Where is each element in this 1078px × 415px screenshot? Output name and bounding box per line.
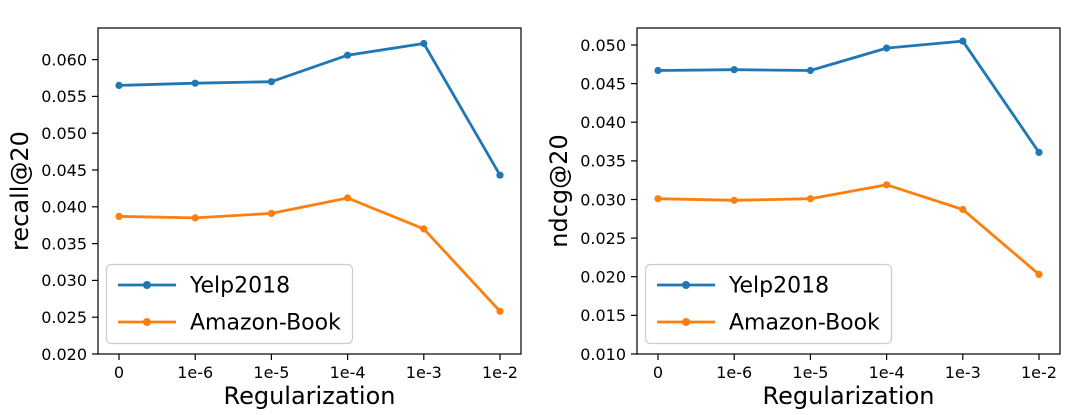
y-tick-label: 0.040 xyxy=(580,113,626,132)
y-tick-label: 0.035 xyxy=(580,152,626,171)
series-marker-yelp2018 xyxy=(420,39,428,48)
series-marker-yelp2018 xyxy=(730,66,738,74)
series-marker-amazon-book xyxy=(1035,270,1043,278)
series-marker-yelp2018 xyxy=(883,44,891,52)
series-line-yelp2018 xyxy=(117,42,502,177)
series-marker-yelp2018 xyxy=(115,81,123,89)
y-tick-label: 0.015 xyxy=(580,306,626,325)
x-axis-label: Regularization xyxy=(224,382,396,410)
series-marker-amazon-book xyxy=(420,225,428,233)
y-tick-label: 0.040 xyxy=(41,198,87,217)
legend-label: Yelp2018 xyxy=(728,274,829,299)
y-tick-label: 0.025 xyxy=(580,229,626,248)
series-marker-amazon-book xyxy=(115,212,123,220)
series-marker-amazon-book xyxy=(344,194,352,202)
series-marker-yelp2018 xyxy=(654,66,662,75)
legend-marker-sample xyxy=(682,318,690,326)
x-tick-label: 1e-3 xyxy=(945,363,981,382)
y-tick-label: 0.030 xyxy=(580,190,626,209)
x-tick-label: 0 xyxy=(114,363,124,382)
x-axis-label: Regularization xyxy=(763,382,935,410)
y-tick-label: 0.050 xyxy=(580,36,626,55)
y-tick-label: 0.050 xyxy=(41,124,87,143)
legend-label: Amazon-Book xyxy=(190,311,341,336)
series-marker-yelp2018 xyxy=(496,171,504,179)
ndcg-chart: 0.010 0.015 0.020 0.025 0.030 0.035 0.040 0.045… xyxy=(539,0,1078,415)
x-tick-label: 1e-2 xyxy=(1021,363,1057,382)
y-tick-label: 0.045 xyxy=(41,161,87,180)
legend: Yelp2018 Amazon-Book xyxy=(644,263,893,345)
legend-label: Amazon-Book xyxy=(729,311,880,336)
ndcg-plot: 0.010 0.015 0.020 0.025 0.030 0.035 0.040 0.045… xyxy=(545,27,1061,410)
series-marker-amazon-book xyxy=(267,209,275,217)
series-marker-yelp2018 xyxy=(959,37,967,45)
series-marker-yelp2018 xyxy=(806,66,814,75)
y-tick-label: 0.030 xyxy=(41,271,87,290)
x-tick-label: 1e-5 xyxy=(253,363,289,382)
x-tick-label: 0 xyxy=(653,363,663,382)
y-tick-label: 0.055 xyxy=(41,87,87,106)
x-tick-label: 1e-4 xyxy=(869,363,905,382)
x-tick-label: 1e-4 xyxy=(330,363,366,382)
x-tick-label: 1e-3 xyxy=(406,363,442,382)
y-tick-label: 0.025 xyxy=(41,308,87,327)
series-line-amazon-book xyxy=(117,196,502,313)
series-marker-amazon-book xyxy=(806,195,814,203)
plot-border xyxy=(97,27,522,355)
series-line-yelp2018 xyxy=(656,39,1041,154)
y-axis-label: recall@20 xyxy=(6,131,34,251)
series-marker-yelp2018 xyxy=(267,78,275,86)
legend-marker-sample xyxy=(682,281,690,289)
legend-marker-sample xyxy=(143,281,151,289)
series-marker-amazon-book xyxy=(191,214,199,222)
series-marker-amazon-book xyxy=(654,195,662,203)
y-tick-label: 0.020 xyxy=(41,345,87,364)
y-tick-label: 0.060 xyxy=(41,50,87,69)
legend-label: Yelp2018 xyxy=(189,274,290,299)
series-marker-yelp2018 xyxy=(1035,148,1043,156)
legend-marker-sample xyxy=(143,318,151,326)
x-tick-label: 1e-6 xyxy=(177,363,213,382)
x-tick-label: 1e-2 xyxy=(482,363,518,382)
y-tick-label: 0.035 xyxy=(41,234,87,253)
x-tick-label: 1e-6 xyxy=(716,363,752,382)
series-marker-yelp2018 xyxy=(344,51,352,59)
legend: Yelp2018 Amazon-Book xyxy=(105,263,354,345)
series-marker-yelp2018 xyxy=(191,79,199,87)
recall-chart: 0.020 0.025 0.030 0.035 0.040 0.045 0.050 0.055… xyxy=(6,27,522,410)
series-marker-amazon-book xyxy=(730,196,738,204)
y-tick-label: 0.045 xyxy=(580,74,626,93)
series-marker-amazon-book xyxy=(496,307,504,315)
series-marker-amazon-book xyxy=(883,181,891,189)
y-axis-label: ndcg@20 xyxy=(545,134,573,247)
series-line-amazon-book xyxy=(656,183,1041,276)
plot-border xyxy=(636,27,1061,355)
series-marker-amazon-book xyxy=(959,205,967,214)
y-tick-label: 0.020 xyxy=(580,267,626,286)
y-tick-label: 0.010 xyxy=(580,345,626,364)
x-tick-label: 1e-5 xyxy=(792,363,828,382)
recall-plot: 0.020 0.025 0.030 0.035 0.040 0.045 0.050 0.055… xyxy=(6,27,522,410)
